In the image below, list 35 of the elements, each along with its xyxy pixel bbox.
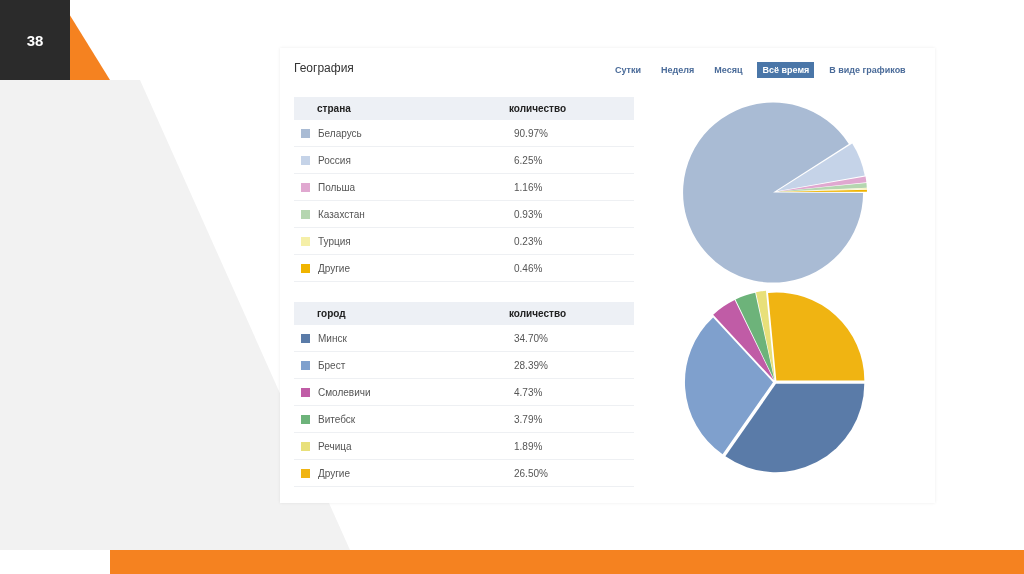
text: количество <box>508 97 634 120</box>
text: Месяц <box>713 64 744 77</box>
text: Неделя <box>660 64 696 77</box>
data-label: 1.89% <box>508 432 634 460</box>
legend-label: Польша <box>294 173 508 201</box>
legend-title: город <box>294 302 508 325</box>
data-label: 3.79% <box>508 405 634 433</box>
legend-label: Другие <box>294 459 508 487</box>
text: количество <box>508 302 634 325</box>
text: Всё время <box>757 62 815 78</box>
data-label: 6.25% <box>508 146 634 174</box>
legend-label: Другие <box>294 254 508 282</box>
data-label: 0.23% <box>508 227 634 255</box>
legend-label: Россия <box>294 146 508 174</box>
data-label: 26.50% <box>508 459 634 487</box>
legend-label: Минск <box>294 325 508 352</box>
data-label: 0.46% <box>508 254 634 282</box>
legend-title: страна <box>294 97 508 120</box>
text: Сутки <box>614 64 643 77</box>
legend-label: Речица <box>294 432 508 460</box>
text: В виде графиков <box>828 64 907 77</box>
legend-label: Беларусь <box>294 120 508 147</box>
data-label: 4.73% <box>508 378 634 406</box>
legend-label: Витебск <box>294 405 508 433</box>
legend-label: Казахстан <box>294 200 508 228</box>
text: 38 <box>0 0 70 80</box>
legend-label: Турция <box>294 227 508 255</box>
data-label: 90.97% <box>508 120 634 147</box>
data-label: 0.93% <box>508 200 634 228</box>
data-label: 28.39% <box>508 351 634 379</box>
data-label: 34.70% <box>508 325 634 352</box>
legend-label: Брест <box>294 351 508 379</box>
chart-title: География <box>294 61 354 75</box>
data-label: 1.16% <box>508 173 634 201</box>
legend-label: Смолевичи <box>294 378 508 406</box>
